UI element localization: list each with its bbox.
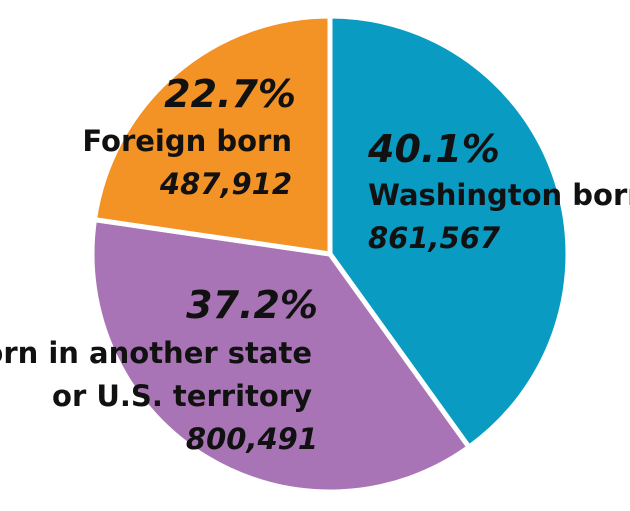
slice-percent-label-0: 40.1% xyxy=(367,127,500,171)
slice-name-label-2-0: Foreign born xyxy=(82,124,292,158)
pie-slice-2 xyxy=(91,13,333,257)
slice-name-label-0-0: Washington born xyxy=(368,178,630,212)
slice-name-label-1-0: Born in another state xyxy=(0,336,312,370)
slice-value-label-2: 487,912 xyxy=(159,167,292,201)
pie-slice-1 xyxy=(89,217,472,495)
slice-percent-label-1: 37.2% xyxy=(186,283,318,327)
slice-value-label-1: 800,491 xyxy=(186,422,318,456)
slice-name-label-1-1: or U.S. territory xyxy=(52,379,312,413)
slice-value-label-0: 861,567 xyxy=(368,221,501,255)
pie-slice-0 xyxy=(327,13,571,450)
slice-percent-label-2: 22.7% xyxy=(164,72,296,116)
